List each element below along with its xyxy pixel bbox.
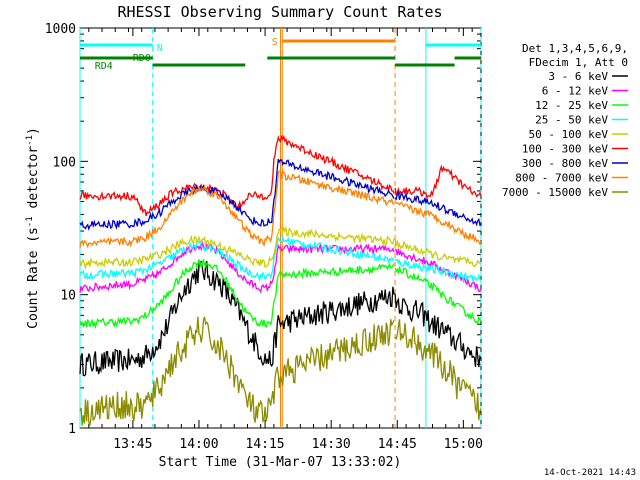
flag-bars-layer: N S RD0 RD4 bbox=[80, 37, 481, 72]
flag-bar-label: S bbox=[272, 37, 278, 48]
flag-bar-label: RD0 bbox=[133, 53, 151, 64]
legend-entry-label: 12 - 25 keV bbox=[535, 99, 608, 112]
x-tick-label: 14:45 bbox=[378, 437, 417, 452]
series-layer bbox=[79, 134, 482, 426]
legend-header: Det 1,3,4,5,6,9, bbox=[522, 42, 628, 55]
legend: Det 1,3,4,5,6,9,FDecim 1, Att 03 - 6 keV… bbox=[502, 42, 628, 199]
legend-entry-label: 100 - 300 keV bbox=[522, 143, 608, 156]
x-tick-label: 14:00 bbox=[179, 437, 218, 452]
series-line-800-7000-kev bbox=[79, 169, 395, 249]
series-line-7000-15000-kev bbox=[394, 319, 482, 421]
series-line-25-50-kev bbox=[394, 258, 482, 283]
y-axis-label-part3: ) bbox=[26, 127, 41, 135]
x-tick-label: 14:30 bbox=[312, 437, 351, 452]
series-line-12-25-kev bbox=[79, 259, 395, 330]
y-tick-label: 100 bbox=[53, 155, 76, 170]
legend-entry-label: 3 - 6 keV bbox=[548, 70, 608, 83]
render-timestamp: 14-Oct-2021 14:43 bbox=[543, 468, 636, 478]
x-tick-label: 14:15 bbox=[246, 437, 285, 452]
series-line-300-800-kev bbox=[79, 158, 395, 232]
y-axis-label-sup1: -1 bbox=[25, 216, 35, 227]
legend-entry-label: 300 - 800 keV bbox=[522, 157, 608, 170]
flag-bar-label: N bbox=[157, 43, 163, 54]
series-line-12-25-kev bbox=[394, 266, 482, 326]
chart-title: RHESSI Observing Summary Count Rates bbox=[117, 3, 442, 21]
series-line-100-300-kev bbox=[394, 164, 482, 200]
legend-header: FDecim 1, Att 0 bbox=[529, 56, 628, 69]
series-line-800-7000-kev bbox=[394, 201, 482, 246]
series-line-3-6-kev bbox=[79, 260, 395, 377]
legend-entry-label: 800 - 7000 keV bbox=[515, 172, 608, 185]
x-tick-label: 13:45 bbox=[113, 437, 152, 452]
x-axis-label: Start Time (31-Mar-07 13:33:02) bbox=[159, 455, 402, 470]
y-axis-label-sup2: -1 bbox=[25, 135, 35, 146]
series-line-25-50-kev bbox=[79, 235, 395, 283]
series-line-50-100-kev bbox=[394, 238, 482, 268]
y-axis-label-part2: detector bbox=[26, 146, 41, 217]
series-line-6-12-kev bbox=[394, 248, 482, 293]
flag-bar-label: RD4 bbox=[95, 61, 113, 72]
y-tick-label: 1000 bbox=[45, 22, 76, 37]
legend-entry-label: 50 - 100 keV bbox=[529, 128, 609, 141]
series-line-7000-15000-kev bbox=[79, 316, 395, 426]
series-line-100-300-kev bbox=[79, 134, 395, 217]
legend-entry-label: 7000 - 15000 keV bbox=[502, 186, 608, 199]
series-line-300-800-kev bbox=[394, 189, 482, 227]
series-line-6-12-kev bbox=[79, 240, 395, 294]
y-axis-label: Count Rate (s-1 detector-1) bbox=[25, 127, 41, 329]
axes-layer: 13:45 14:00 14:15 14:30 14:45 15:00 1 10 100 1000 bbox=[45, 22, 483, 452]
legend-entry-label: 6 - 12 keV bbox=[542, 85, 609, 98]
y-tick-label: 10 bbox=[60, 289, 76, 304]
y-axis-label-part1: Count Rate (s bbox=[26, 227, 41, 329]
series-line-50-100-kev bbox=[79, 225, 395, 270]
y-tick-label: 1 bbox=[68, 422, 76, 437]
legend-entry-label: 25 - 50 keV bbox=[535, 114, 608, 127]
x-tick-label: 15:00 bbox=[444, 437, 483, 452]
mode-lines-layer bbox=[79, 28, 482, 428]
series-line-3-6-kev bbox=[394, 293, 482, 368]
